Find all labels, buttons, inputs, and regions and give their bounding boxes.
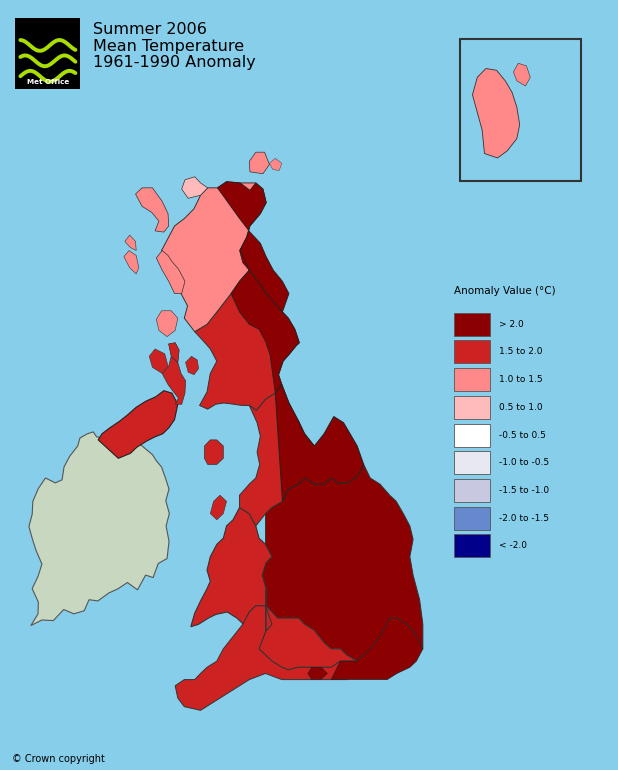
Polygon shape [195, 270, 299, 410]
Bar [454, 313, 490, 336]
Text: Anomaly Value (°C): Anomaly Value (°C) [454, 286, 556, 296]
Text: -1.5 to -1.0: -1.5 to -1.0 [499, 486, 549, 495]
Bar [454, 424, 490, 447]
Text: © Crown copyright: © Crown copyright [12, 755, 105, 765]
Polygon shape [331, 618, 423, 680]
Text: Met Office: Met Office [27, 79, 69, 85]
Polygon shape [262, 464, 423, 661]
Polygon shape [259, 588, 357, 670]
Polygon shape [240, 384, 315, 526]
Polygon shape [240, 238, 249, 270]
Polygon shape [98, 390, 178, 458]
Text: 1961-1990 Anomaly: 1961-1990 Anomaly [93, 55, 255, 70]
Polygon shape [514, 63, 530, 86]
Bar [454, 340, 490, 363]
Polygon shape [135, 188, 169, 232]
Bar [454, 479, 490, 502]
Bar [454, 451, 490, 474]
Text: -0.5 to 0.5: -0.5 to 0.5 [499, 430, 546, 440]
Polygon shape [472, 69, 520, 158]
Polygon shape [156, 250, 185, 293]
Polygon shape [149, 349, 168, 373]
Bar [454, 368, 490, 391]
Polygon shape [182, 177, 208, 199]
Polygon shape [218, 182, 289, 312]
Bar [454, 396, 490, 419]
Polygon shape [249, 152, 269, 174]
Bar [15, 18, 80, 89]
Polygon shape [185, 357, 198, 375]
Polygon shape [269, 159, 282, 171]
Polygon shape [205, 440, 223, 464]
Bar [454, 534, 490, 557]
Text: Mean Temperature: Mean Temperature [93, 38, 244, 53]
Polygon shape [210, 495, 227, 520]
Text: -1.0 to -0.5: -1.0 to -0.5 [499, 458, 549, 467]
Text: > 2.0: > 2.0 [499, 320, 524, 329]
Polygon shape [161, 182, 266, 332]
Polygon shape [156, 311, 178, 336]
Bar [454, 507, 490, 530]
Polygon shape [125, 235, 136, 250]
Polygon shape [308, 668, 328, 680]
Polygon shape [175, 606, 357, 711]
Text: 0.5 to 1.0: 0.5 to 1.0 [499, 403, 543, 412]
Text: < -2.0: < -2.0 [499, 541, 527, 551]
Polygon shape [169, 343, 179, 363]
Text: 1.5 to 2.0: 1.5 to 2.0 [499, 347, 543, 357]
Polygon shape [29, 432, 169, 625]
Polygon shape [191, 507, 277, 649]
Polygon shape [231, 270, 299, 393]
Polygon shape [275, 384, 364, 501]
Polygon shape [162, 343, 185, 404]
Text: Summer 2006: Summer 2006 [93, 22, 206, 36]
Text: -2.0 to -1.5: -2.0 to -1.5 [499, 514, 549, 523]
Polygon shape [124, 250, 139, 274]
Text: 1.0 to 1.5: 1.0 to 1.5 [499, 375, 543, 384]
Bar [460, 38, 581, 181]
